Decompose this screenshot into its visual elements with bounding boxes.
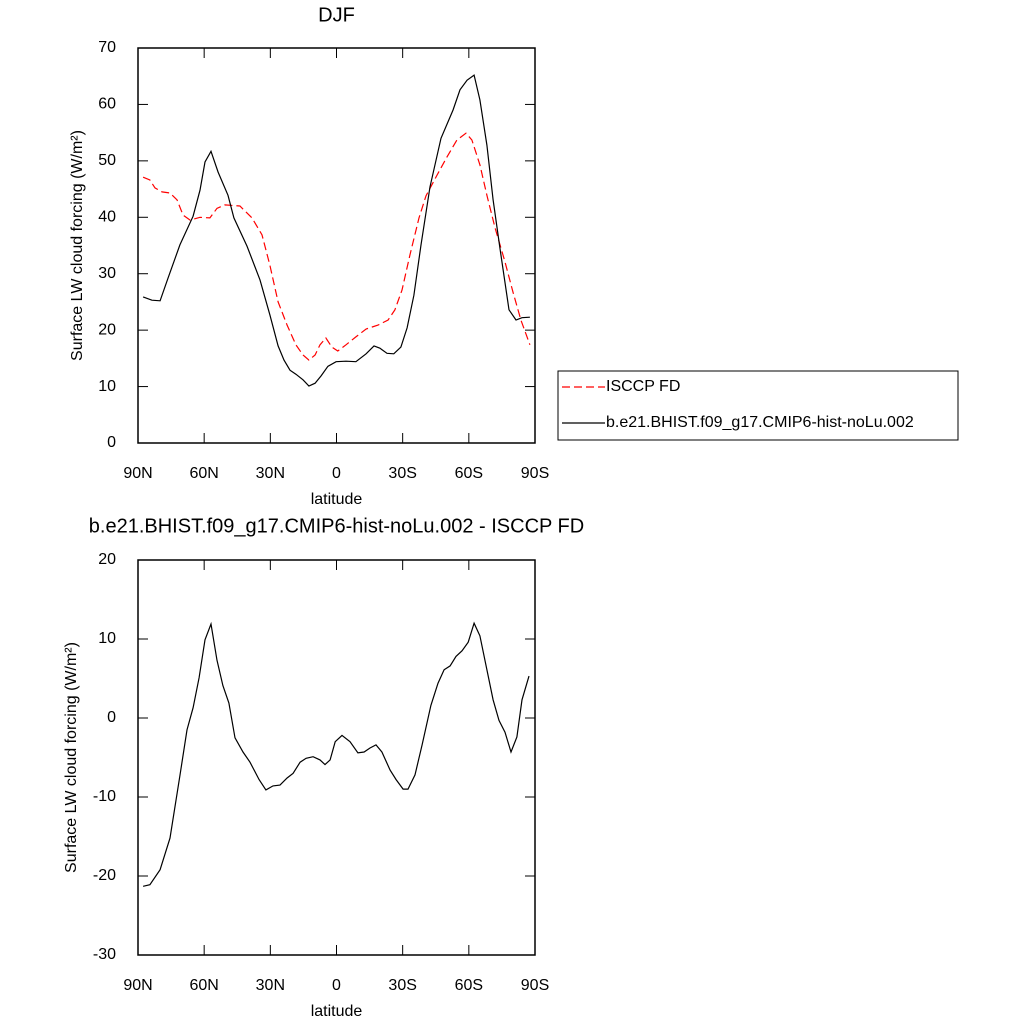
- y-axis-label: Surface LW cloud forcing (W/m²): [69, 130, 86, 361]
- y-tick-label: 0: [107, 434, 116, 451]
- chart-title: b.e21.BHIST.f09_g17.CMIP6-hist-noLu.002 …: [89, 515, 584, 537]
- y-tick-label: 10: [98, 630, 116, 647]
- data-line: [142, 621, 530, 887]
- y-tick-label: 60: [98, 96, 116, 113]
- y-tick-label: 10: [98, 378, 116, 395]
- data-line: [142, 74, 530, 387]
- y-tick-label: -20: [93, 867, 116, 884]
- x-axis-label: latitude: [311, 1003, 363, 1020]
- x-tick-label: 60N: [189, 977, 218, 994]
- y-tick-label: 0: [107, 709, 116, 726]
- x-tick-label: 90S: [521, 977, 549, 994]
- legend-box: [557, 370, 959, 441]
- x-tick-label: 30N: [256, 465, 285, 482]
- y-tick-label: 50: [98, 152, 116, 169]
- y-tick-label: 40: [98, 209, 116, 226]
- y-axis-label: Surface LW cloud forcing (W/m²): [63, 642, 80, 873]
- chart-title: DJF: [318, 4, 355, 26]
- x-tick-label: 0: [332, 977, 341, 994]
- x-tick-label: 90N: [123, 465, 152, 482]
- x-tick-label: 60S: [455, 977, 483, 994]
- plot-frame: [137, 559, 536, 956]
- legend-label: b.e21.BHIST.f09_g17.CMIP6-hist-noLu.002: [606, 414, 914, 431]
- y-tick-label: 30: [98, 265, 116, 282]
- x-axis-label: latitude: [311, 491, 363, 508]
- y-tick-label: -10: [93, 788, 116, 805]
- x-tick-label: 30N: [256, 977, 285, 994]
- y-tick-label: -30: [93, 946, 116, 963]
- x-tick-label: 90S: [521, 465, 549, 482]
- y-tick-label: 20: [98, 551, 116, 568]
- data-line: [142, 132, 531, 361]
- x-tick-label: 30S: [388, 977, 416, 994]
- x-tick-label: 30S: [388, 465, 416, 482]
- x-tick-label: 90N: [123, 977, 152, 994]
- legend-label: ISCCP FD: [606, 378, 680, 395]
- plot-frame: [137, 47, 536, 444]
- x-tick-label: 60S: [455, 465, 483, 482]
- x-tick-label: 0: [332, 465, 341, 482]
- y-tick-label: 20: [98, 321, 116, 338]
- x-tick-label: 60N: [189, 465, 218, 482]
- y-tick-label: 70: [98, 39, 116, 56]
